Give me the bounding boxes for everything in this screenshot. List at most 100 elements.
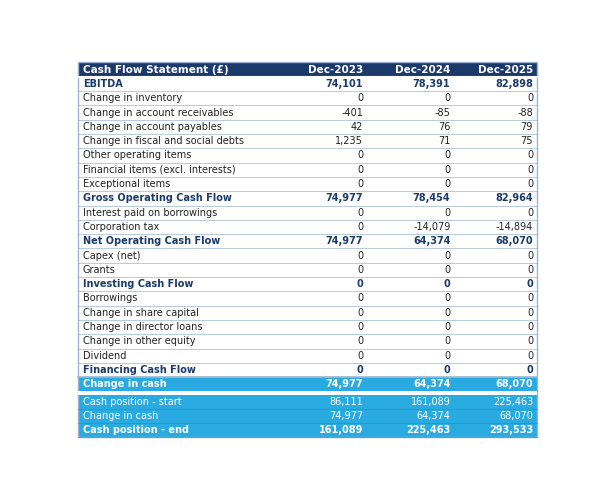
Text: Net Operating Cash Flow: Net Operating Cash Flow: [83, 236, 220, 247]
Text: 0: 0: [357, 150, 363, 160]
Bar: [367, 177, 454, 191]
Text: Change in account receivables: Change in account receivables: [83, 107, 233, 117]
Bar: [78, 248, 280, 263]
Text: Dec-2024: Dec-2024: [395, 65, 451, 75]
Bar: [454, 305, 537, 320]
Text: 0: 0: [357, 208, 363, 218]
Text: 0: 0: [445, 322, 451, 332]
Bar: [367, 395, 454, 409]
Text: 0: 0: [445, 308, 451, 318]
Bar: [78, 320, 280, 334]
Text: 0: 0: [445, 265, 451, 275]
Text: 0: 0: [445, 208, 451, 218]
Text: Dividend: Dividend: [83, 351, 126, 361]
Bar: [454, 120, 537, 134]
Text: 74,977: 74,977: [326, 236, 363, 247]
Text: Dec-2025: Dec-2025: [478, 65, 533, 75]
Bar: [454, 348, 537, 363]
Text: Gross Operating Cash Flow: Gross Operating Cash Flow: [83, 194, 232, 203]
Bar: [454, 292, 537, 305]
Bar: [280, 163, 367, 177]
Bar: [367, 105, 454, 120]
Bar: [454, 62, 537, 77]
Bar: [78, 120, 280, 134]
Text: 0: 0: [526, 279, 533, 289]
Text: Change in share capital: Change in share capital: [83, 308, 199, 318]
Text: 0: 0: [527, 337, 533, 346]
Bar: [454, 248, 537, 263]
Bar: [280, 177, 367, 191]
Text: -85: -85: [434, 107, 451, 117]
Text: 74,977: 74,977: [326, 194, 363, 203]
Text: 64,374: 64,374: [413, 379, 451, 390]
Bar: [454, 177, 537, 191]
Text: 0: 0: [445, 165, 451, 175]
Bar: [78, 62, 280, 77]
Bar: [280, 277, 367, 292]
Text: 0: 0: [527, 308, 533, 318]
Bar: [280, 409, 367, 423]
Bar: [280, 395, 367, 409]
Bar: [367, 220, 454, 234]
Text: -401: -401: [341, 107, 363, 117]
Text: Change in cash: Change in cash: [83, 411, 158, 421]
Text: 82,898: 82,898: [495, 79, 533, 89]
Bar: [367, 148, 454, 163]
Bar: [280, 263, 367, 277]
Text: 0: 0: [356, 279, 363, 289]
Bar: [280, 120, 367, 134]
Bar: [367, 305, 454, 320]
Text: 293,533: 293,533: [489, 425, 533, 435]
Bar: [454, 105, 537, 120]
Bar: [367, 409, 454, 423]
Text: 0: 0: [527, 179, 533, 189]
Bar: [454, 409, 537, 423]
Text: 68,070: 68,070: [496, 379, 533, 390]
Text: 74,101: 74,101: [326, 79, 363, 89]
Text: 82,964: 82,964: [496, 194, 533, 203]
Text: Borrowings: Borrowings: [83, 294, 137, 303]
Text: 0: 0: [357, 165, 363, 175]
Text: 225,463: 225,463: [406, 425, 451, 435]
Text: 0: 0: [526, 365, 533, 375]
Text: 0: 0: [445, 294, 451, 303]
Text: 0: 0: [527, 93, 533, 103]
Text: 0: 0: [443, 279, 451, 289]
Bar: [454, 205, 537, 220]
Bar: [454, 234, 537, 248]
Bar: [280, 91, 367, 105]
Text: 0: 0: [357, 265, 363, 275]
Bar: [78, 105, 280, 120]
Text: Exceptional items: Exceptional items: [83, 179, 170, 189]
Text: Financing Cash Flow: Financing Cash Flow: [83, 365, 196, 375]
Bar: [367, 234, 454, 248]
Text: 0: 0: [445, 250, 451, 260]
Text: 64,374: 64,374: [413, 236, 451, 247]
Bar: [78, 377, 280, 392]
Text: 0: 0: [445, 93, 451, 103]
Text: -14,894: -14,894: [496, 222, 533, 232]
Bar: [280, 205, 367, 220]
Text: 161,089: 161,089: [319, 425, 363, 435]
Text: Capex (net): Capex (net): [83, 250, 140, 260]
Text: 0: 0: [527, 265, 533, 275]
Bar: [454, 320, 537, 334]
Bar: [78, 263, 280, 277]
Bar: [78, 77, 280, 91]
Bar: [78, 423, 280, 438]
Text: 0: 0: [527, 165, 533, 175]
Bar: [280, 191, 367, 205]
Bar: [367, 363, 454, 377]
Text: 71: 71: [438, 136, 451, 146]
Bar: [454, 277, 537, 292]
Bar: [78, 305, 280, 320]
Bar: [78, 205, 280, 220]
Bar: [367, 77, 454, 91]
Text: 0: 0: [357, 179, 363, 189]
Text: 0: 0: [445, 179, 451, 189]
Bar: [367, 248, 454, 263]
Bar: [367, 423, 454, 438]
Bar: [454, 163, 537, 177]
Bar: [454, 77, 537, 91]
Text: EBITDA: EBITDA: [83, 79, 122, 89]
